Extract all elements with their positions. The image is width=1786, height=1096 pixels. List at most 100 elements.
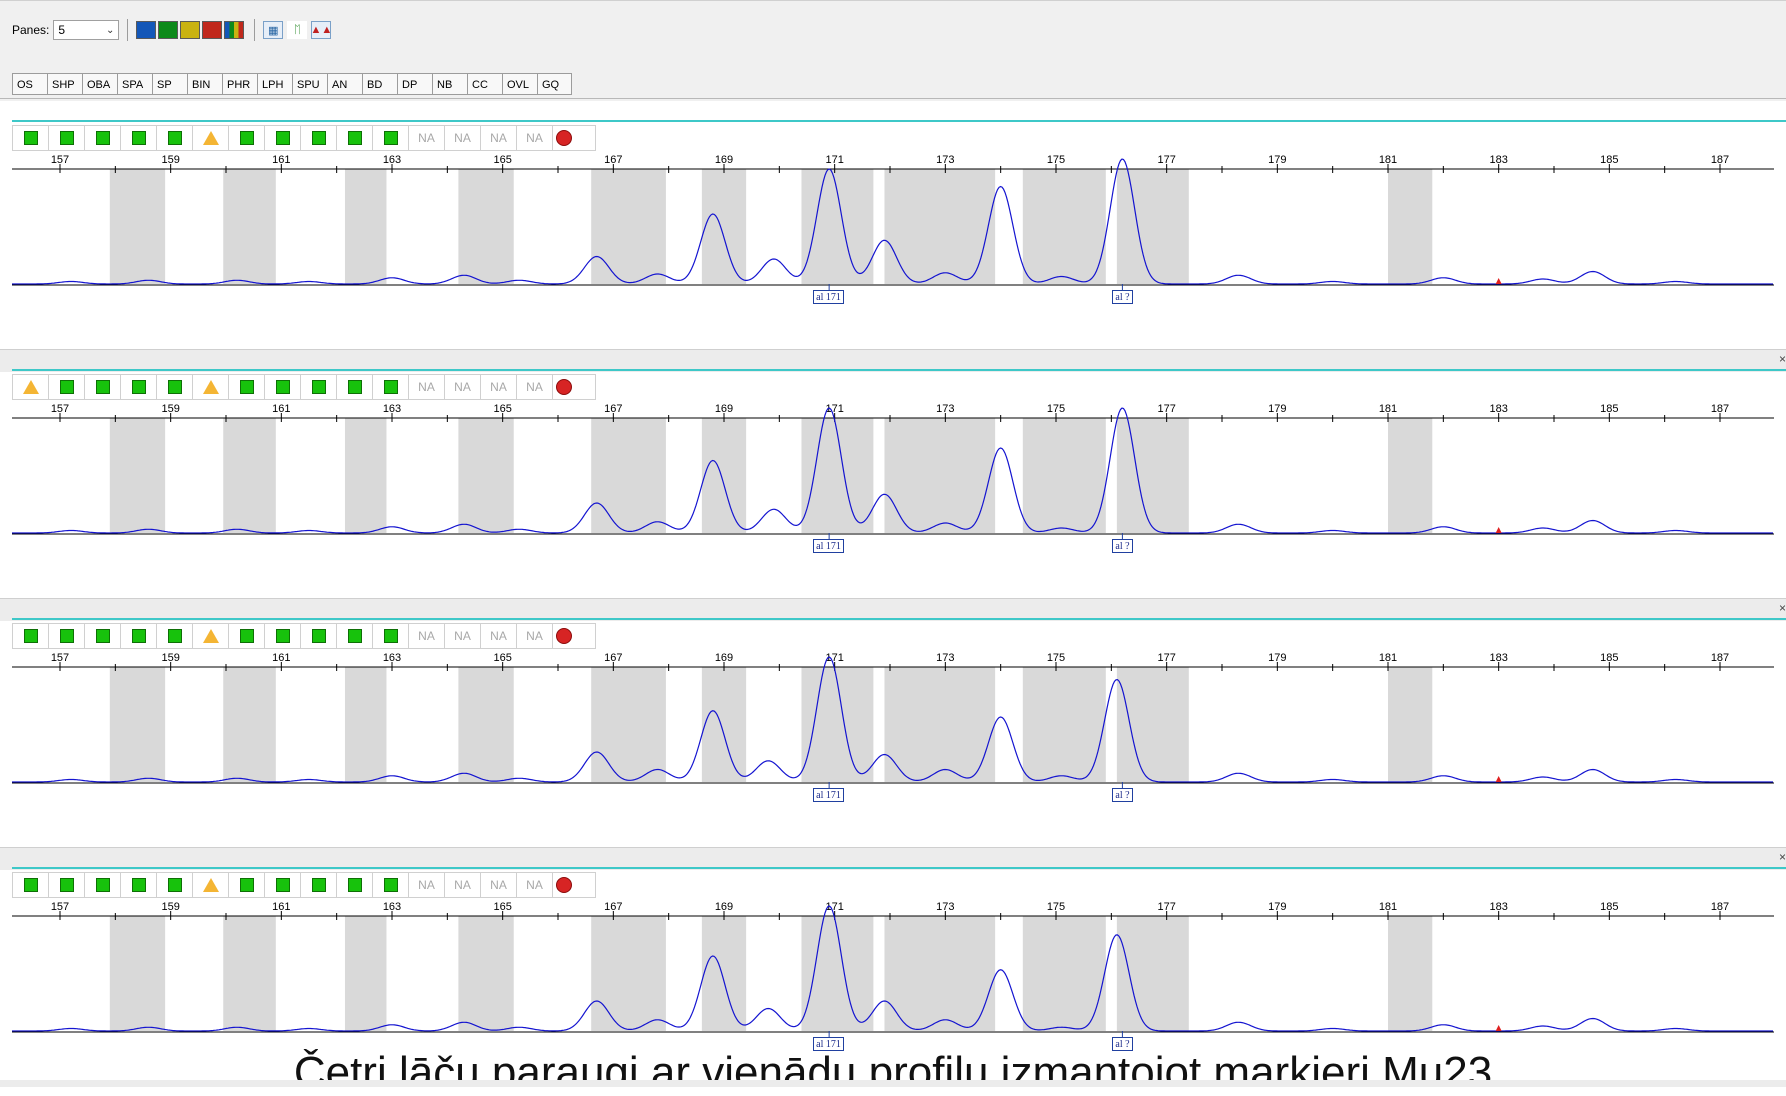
quality-cell-cc[interactable]: NA (480, 374, 516, 400)
column-header-phr[interactable]: PHR (222, 73, 257, 95)
quality-cell-gq[interactable] (552, 374, 596, 400)
column-header-ovl[interactable]: OVL (502, 73, 537, 95)
quality-cell-ovl[interactable]: NA (516, 125, 552, 151)
allele-call-label[interactable]: al ? (1112, 539, 1133, 553)
quality-cell-shp[interactable] (48, 623, 84, 649)
quality-cell-lph[interactable] (264, 623, 300, 649)
column-header-lph[interactable]: LPH (257, 73, 292, 95)
quality-cell-bin[interactable] (192, 872, 228, 898)
column-header-os[interactable]: OS (12, 73, 47, 95)
quality-cell-shp[interactable] (48, 125, 84, 151)
quality-cell-spu[interactable] (300, 623, 336, 649)
quality-cell-os[interactable] (12, 125, 48, 151)
quality-cell-ovl[interactable]: NA (516, 872, 552, 898)
panes-select[interactable]: 5 ⌄ (53, 20, 120, 40)
quality-cell-sp[interactable] (156, 872, 192, 898)
quality-cell-dp[interactable]: NA (408, 623, 444, 649)
quality-cell-gq[interactable] (552, 872, 596, 898)
grid-view-icon[interactable]: ▦ (263, 21, 284, 39)
column-header-bin[interactable]: BIN (187, 73, 222, 95)
quality-cell-spu[interactable] (300, 872, 336, 898)
quality-cell-dp[interactable]: NA (408, 125, 444, 151)
quality-cell-bd[interactable] (372, 623, 408, 649)
allele-call-label[interactable]: al 171 (813, 539, 844, 553)
quality-cell-lph[interactable] (264, 872, 300, 898)
close-icon[interactable]: × (1778, 352, 1786, 366)
electropherogram-plot[interactable]: 157 159 161 163 165 167 169 171 173 175 177 179 181 1… (0, 898, 1786, 1096)
column-header-nb[interactable]: NB (432, 73, 467, 95)
quality-cell-shp[interactable] (48, 872, 84, 898)
column-header-spa[interactable]: SPA (117, 73, 152, 95)
quality-cell-bin[interactable] (192, 374, 228, 400)
column-header-oba[interactable]: OBA (82, 73, 117, 95)
yellow-dye-button[interactable] (180, 21, 201, 39)
column-header-bd[interactable]: BD (362, 73, 397, 95)
quality-cell-os[interactable] (12, 374, 48, 400)
all-dyes-button[interactable] (224, 21, 245, 39)
quality-cell-an[interactable] (336, 623, 372, 649)
green-dye-button[interactable] (158, 21, 179, 39)
quality-cell-oba[interactable] (84, 623, 120, 649)
quality-cell-nb[interactable]: NA (444, 125, 480, 151)
quality-cell-bd[interactable] (372, 374, 408, 400)
quality-cell-spu[interactable] (300, 374, 336, 400)
quality-cell-cc[interactable]: NA (480, 872, 516, 898)
quality-cell-os[interactable] (12, 872, 48, 898)
quality-cell-dp[interactable]: NA (408, 872, 444, 898)
allele-call-label[interactable]: al ? (1112, 1037, 1133, 1051)
quality-cell-spa[interactable] (120, 623, 156, 649)
quality-cell-cc[interactable]: NA (480, 125, 516, 151)
quality-cell-an[interactable] (336, 374, 372, 400)
column-header-cc[interactable]: CC (467, 73, 502, 95)
quality-cell-spa[interactable] (120, 125, 156, 151)
electropherogram-plot[interactable]: 157 159 161 163 165 167 169 171 173 175 177 179 181 1… (0, 151, 1786, 349)
quality-cell-bin[interactable] (192, 125, 228, 151)
peaks-icon[interactable]: ▲▲ (310, 21, 332, 39)
quality-cell-lph[interactable] (264, 125, 300, 151)
quality-cell-oba[interactable] (84, 374, 120, 400)
quality-cell-nb[interactable]: NA (444, 623, 480, 649)
allele-call-label[interactable]: al ? (1112, 290, 1133, 304)
quality-cell-nb[interactable]: NA (444, 374, 480, 400)
quality-cell-spa[interactable] (120, 872, 156, 898)
allele-call-label[interactable]: al ? (1112, 788, 1133, 802)
close-icon[interactable]: × (1778, 601, 1786, 615)
quality-cell-an[interactable] (336, 125, 372, 151)
quality-cell-phr[interactable] (228, 125, 264, 151)
quality-cell-sp[interactable] (156, 374, 192, 400)
quality-cell-gq[interactable] (552, 623, 596, 649)
column-header-dp[interactable]: DP (397, 73, 432, 95)
quality-cell-nb[interactable]: NA (444, 872, 480, 898)
allele-call-label[interactable]: al 171 (813, 290, 844, 304)
quality-cell-phr[interactable] (228, 872, 264, 898)
electropherogram-plot[interactable]: 157 159 161 163 165 167 169 171 173 175 177 179 181 1… (0, 400, 1786, 598)
quality-cell-an[interactable] (336, 872, 372, 898)
quality-cell-oba[interactable] (84, 125, 120, 151)
blue-dye-button[interactable] (136, 21, 157, 39)
electropherogram-plot[interactable]: 157 159 161 163 165 167 169 171 173 175 177 179 181 1… (0, 649, 1786, 847)
quality-cell-ovl[interactable]: NA (516, 374, 552, 400)
quality-cell-phr[interactable] (228, 374, 264, 400)
quality-cell-lph[interactable] (264, 374, 300, 400)
quality-cell-spa[interactable] (120, 374, 156, 400)
quality-cell-phr[interactable] (228, 623, 264, 649)
quality-cell-spu[interactable] (300, 125, 336, 151)
quality-cell-ovl[interactable]: NA (516, 623, 552, 649)
red-dye-button[interactable] (202, 21, 223, 39)
close-icon[interactable]: × (1778, 850, 1786, 864)
peaks-overlay-icon[interactable]: ᛖ (287, 21, 308, 39)
allele-call-label[interactable]: al 171 (813, 1037, 844, 1051)
quality-cell-os[interactable] (12, 623, 48, 649)
quality-cell-bin[interactable] (192, 623, 228, 649)
column-header-spu[interactable]: SPU (292, 73, 327, 95)
quality-cell-shp[interactable] (48, 374, 84, 400)
quality-cell-dp[interactable]: NA (408, 374, 444, 400)
column-header-gq[interactable]: GQ (537, 73, 572, 95)
quality-cell-cc[interactable]: NA (480, 623, 516, 649)
quality-cell-sp[interactable] (156, 623, 192, 649)
quality-cell-bd[interactable] (372, 872, 408, 898)
quality-cell-oba[interactable] (84, 872, 120, 898)
allele-call-label[interactable]: al 171 (813, 788, 844, 802)
quality-cell-bd[interactable] (372, 125, 408, 151)
quality-cell-gq[interactable] (552, 125, 596, 151)
